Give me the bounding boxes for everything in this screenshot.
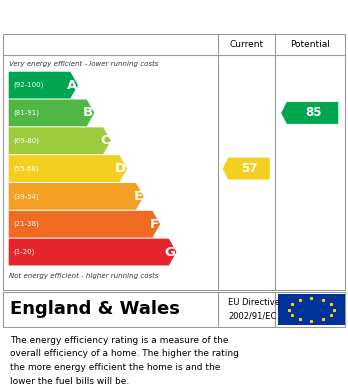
- Text: 57: 57: [242, 162, 258, 175]
- Polygon shape: [9, 211, 160, 238]
- Text: 85: 85: [305, 106, 322, 119]
- Text: B: B: [83, 106, 93, 119]
- Text: A: A: [67, 79, 77, 91]
- Polygon shape: [9, 183, 144, 210]
- Text: Not energy efficient - higher running costs: Not energy efficient - higher running co…: [9, 273, 158, 278]
- Text: Current: Current: [229, 40, 263, 49]
- Polygon shape: [9, 239, 176, 265]
- Text: (69-80): (69-80): [13, 138, 39, 144]
- Text: (21-38): (21-38): [13, 221, 39, 228]
- Text: Very energy efficient - lower running costs: Very energy efficient - lower running co…: [9, 61, 158, 67]
- Text: D: D: [115, 162, 126, 175]
- Text: overall efficiency of a home. The higher the rating: overall efficiency of a home. The higher…: [10, 350, 239, 359]
- Text: The energy efficiency rating is a measure of the: The energy efficiency rating is a measur…: [10, 335, 229, 344]
- Text: 2002/91/EC: 2002/91/EC: [228, 312, 276, 321]
- Text: (39-54): (39-54): [13, 193, 39, 200]
- Polygon shape: [9, 72, 78, 99]
- Bar: [278, 294, 345, 325]
- Text: (55-68): (55-68): [13, 165, 39, 172]
- Text: F: F: [150, 218, 159, 231]
- Text: lower the fuel bills will be.: lower the fuel bills will be.: [10, 377, 130, 386]
- Text: (92-100): (92-100): [13, 82, 43, 88]
- Text: (81-91): (81-91): [13, 109, 39, 116]
- Polygon shape: [223, 158, 270, 179]
- Polygon shape: [281, 102, 338, 124]
- Text: EU Directive: EU Directive: [228, 298, 280, 307]
- Text: the more energy efficient the home is and the: the more energy efficient the home is an…: [10, 363, 221, 372]
- Polygon shape: [9, 155, 127, 182]
- Text: Energy Efficiency Rating: Energy Efficiency Rating: [10, 9, 232, 24]
- Polygon shape: [9, 127, 111, 154]
- Polygon shape: [9, 100, 94, 126]
- Text: (1-20): (1-20): [13, 249, 34, 255]
- Text: Potential: Potential: [290, 40, 330, 49]
- Text: E: E: [134, 190, 143, 203]
- Text: C: C: [100, 134, 110, 147]
- Text: England & Wales: England & Wales: [10, 301, 180, 319]
- Text: G: G: [165, 246, 175, 258]
